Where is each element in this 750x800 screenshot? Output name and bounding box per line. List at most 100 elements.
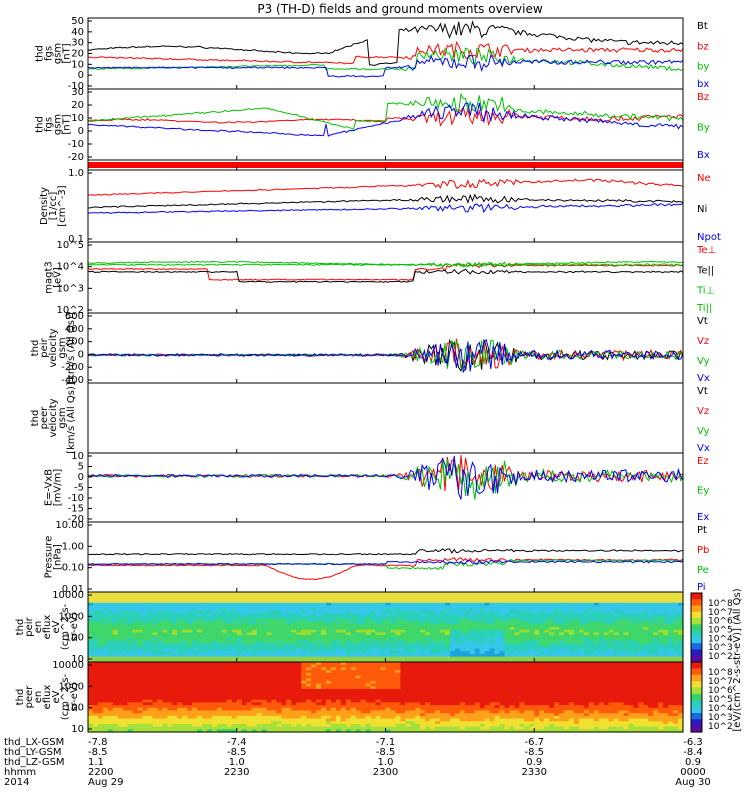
spectrogram-cell — [92, 715, 99, 720]
spectrogram-cell — [177, 718, 183, 722]
spectrogram-cell — [593, 643, 600, 647]
spectrogram-cell — [335, 616, 342, 620]
spectrogram-cell — [301, 648, 307, 652]
spectrogram-cell — [102, 675, 109, 679]
spectrogram-cell — [266, 718, 273, 722]
spectrogram-cell — [172, 664, 178, 668]
spectrogram-cell — [608, 610, 615, 615]
spectrogram-cell — [628, 624, 635, 628]
spectrogram-cell — [97, 705, 104, 709]
spectrogram-cell — [211, 718, 218, 722]
spectrogram-cell — [167, 715, 173, 720]
spectrogram-cell — [410, 627, 416, 631]
spectrogram-cell — [97, 675, 104, 679]
spectrogram-cell — [469, 592, 476, 596]
spectrogram-cell — [117, 688, 124, 693]
y-axis-label: thd — [35, 116, 46, 133]
spectrogram-cell — [107, 678, 114, 682]
spectrogram-cell — [499, 600, 506, 604]
spectrogram-cell — [573, 597, 580, 601]
spectrogram-cell — [335, 670, 342, 674]
spectrogram-cell — [182, 670, 188, 674]
spectrogram-cell — [583, 621, 590, 625]
spectrogram-cell — [301, 672, 307, 677]
spectrogram-cell — [321, 718, 327, 722]
spectrogram-cell — [226, 699, 233, 703]
spectrogram-cell — [276, 686, 282, 690]
spectrogram-cell — [326, 637, 332, 642]
spectrogram-cell — [355, 608, 362, 612]
spectrogram-cell — [261, 683, 268, 687]
spectrogram-cell — [296, 624, 302, 628]
spectrogram-cell — [484, 621, 491, 625]
spectrogram-cell — [321, 618, 327, 623]
spectrogram-cell — [355, 702, 362, 706]
spectrogram-cell — [633, 635, 639, 639]
spectrogram-cell — [534, 656, 540, 660]
spectrogram-cell — [296, 705, 302, 709]
spectrogram-cell — [246, 618, 253, 623]
spectrogram-cell — [197, 616, 203, 620]
spectrogram-cell — [187, 629, 193, 633]
spectrogram-cell — [360, 592, 367, 596]
spectrogram-cell — [633, 624, 639, 628]
spectrogram-cell — [519, 656, 525, 660]
spectrogram-cell — [306, 713, 312, 717]
spectrogram-cell — [216, 678, 223, 682]
spectrogram-cell — [182, 645, 188, 650]
spectrogram-cell — [564, 635, 570, 639]
spectrogram-cell — [340, 667, 347, 671]
spectrogram-cell — [355, 645, 362, 650]
spectrogram-cell — [127, 667, 134, 671]
spectrogram-cell — [231, 608, 238, 612]
spectrogram-cell — [202, 624, 208, 628]
spectrogram-cell — [544, 594, 550, 598]
y-tick-label: 10 — [71, 654, 84, 665]
spectrogram-cell — [167, 627, 173, 631]
spectrogram-cell — [405, 645, 411, 650]
spectrogram-cell — [385, 683, 392, 687]
spectrogram-cell — [271, 616, 278, 620]
spectrogram-cell — [559, 610, 565, 615]
spectrogram-cell — [187, 632, 193, 636]
spectrogram-cell — [142, 627, 149, 631]
spectrogram-cell — [251, 688, 258, 693]
spectrogram-cell — [162, 699, 168, 703]
spectrogram-cell — [127, 675, 134, 679]
spectrogram-cell — [241, 683, 248, 687]
spectrogram-cell — [326, 616, 332, 620]
spectrogram-cell — [192, 667, 198, 671]
spectrogram-cell — [643, 637, 649, 642]
spectrogram-cell — [306, 651, 312, 655]
spectrogram-cell — [291, 718, 297, 722]
y-tick-label: 10^2 — [57, 305, 84, 316]
spectrogram-cell — [311, 640, 317, 644]
spectrogram-cell — [410, 613, 416, 617]
spectrogram-cell — [216, 680, 223, 685]
spectrogram-cell — [326, 656, 332, 660]
spectrogram-cell — [172, 694, 178, 698]
spectrogram-cell — [321, 637, 327, 642]
spectrogram-cell — [221, 648, 228, 652]
spectrogram-cell — [197, 645, 203, 650]
spectrogram-cell — [281, 699, 287, 703]
spectrogram-cell — [132, 640, 139, 644]
spectrogram-cell — [499, 621, 506, 625]
spectrogram-cell — [360, 613, 367, 617]
spectrogram-cell — [613, 618, 620, 623]
spectrogram-cell — [187, 697, 193, 701]
spectrogram-cell — [345, 726, 352, 730]
spectrogram-cell — [102, 699, 109, 703]
spectrogram-cell — [539, 592, 545, 596]
spectrogram-cell — [286, 686, 292, 690]
spectrogram-cell — [187, 648, 193, 652]
spectrogram-cell — [564, 624, 570, 628]
spectrogram-cell — [281, 632, 287, 636]
spectrogram-cell — [211, 664, 218, 668]
spectrogram-cell — [638, 637, 644, 642]
spectrogram-cell — [251, 618, 258, 623]
spectrogram-cell — [539, 653, 545, 658]
spectrogram-cell — [306, 721, 312, 725]
spectrogram-cell — [182, 721, 188, 725]
spectrogram-cell — [623, 632, 630, 636]
